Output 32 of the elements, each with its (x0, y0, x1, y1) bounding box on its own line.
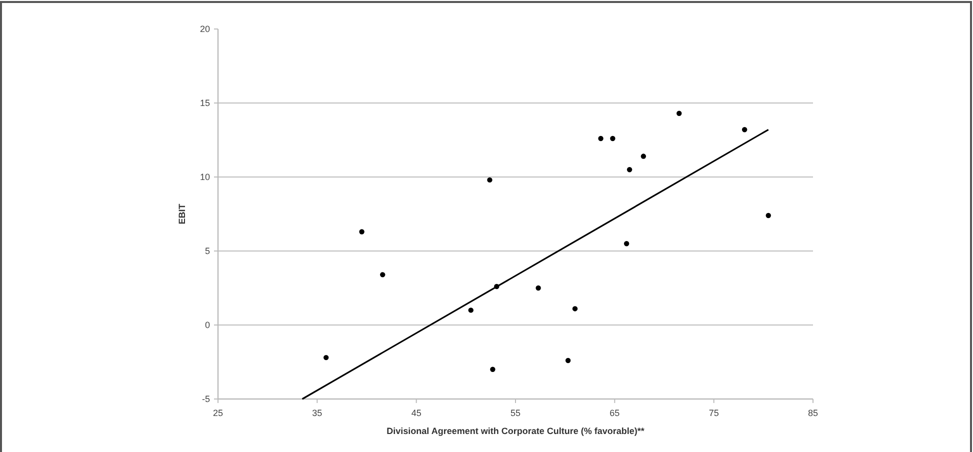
point (490, 366, 496, 372)
x-tick-label: 85 (808, 408, 818, 418)
point (565, 358, 571, 364)
x-tick-label: 65 (610, 408, 620, 418)
point (626, 167, 632, 172)
point (380, 272, 386, 278)
point (640, 154, 646, 159)
x-tick-label: 55 (510, 408, 521, 418)
y-tick-label: 0 (204, 320, 210, 330)
y-tick-label: -5 (202, 394, 210, 404)
y-tick-label: 5 (204, 246, 210, 256)
point (536, 285, 541, 291)
x-tick-label: 45 (411, 408, 422, 418)
point (766, 212, 771, 218)
point (624, 241, 630, 246)
x-tick-label: 75 (708, 408, 719, 418)
y-axis-title: EBIT (177, 203, 187, 224)
point (610, 136, 616, 142)
point (359, 229, 364, 234)
x-tick-label: 25 (212, 408, 224, 418)
point (487, 177, 492, 183)
y-tick-label: 15 (200, 98, 210, 108)
point (572, 306, 578, 312)
y-tick-label: 20 (200, 24, 210, 34)
point (598, 136, 604, 142)
point (676, 110, 682, 116)
x-tick-label: 35 (312, 408, 322, 418)
point (323, 354, 329, 360)
point (468, 308, 474, 313)
x-axis-title: Divisional Agreement with Corporate Culture (% favorable)** (386, 426, 645, 436)
point (742, 127, 748, 132)
y-tick-label: 10 (200, 172, 210, 182)
